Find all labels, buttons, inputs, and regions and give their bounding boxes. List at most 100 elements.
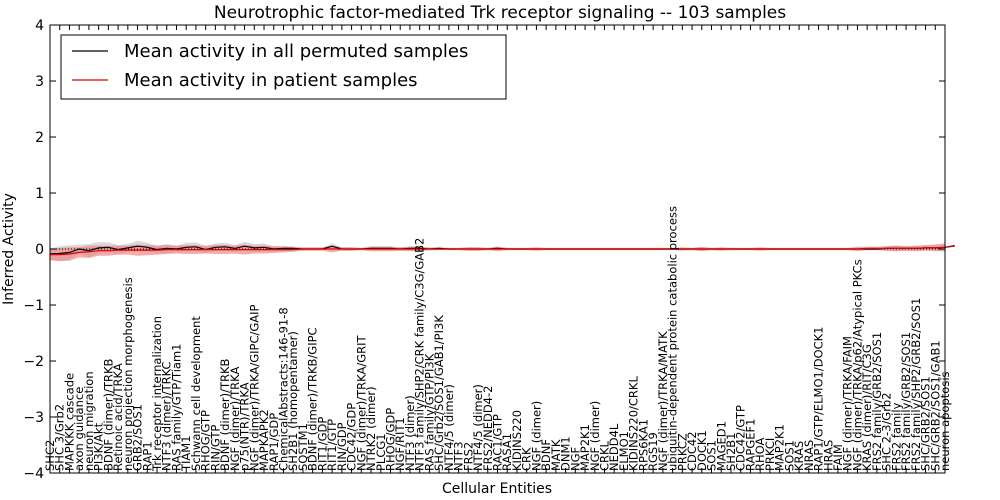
x-category-label: RIT1/GDP xyxy=(315,417,329,471)
x-category-label: PRKCZ xyxy=(675,433,689,471)
x-category-label: NRAS xyxy=(802,440,816,471)
x-category-label: HRAS xyxy=(821,440,835,471)
x-category-label: FAIM xyxy=(831,444,845,471)
x-category-label: SH2B1 (homopentamer) xyxy=(286,331,300,471)
x-category-label: RAP1 xyxy=(140,441,154,471)
series-lines xyxy=(49,245,955,256)
x-category-label: RAC1/GTP xyxy=(491,414,505,471)
x-category-label: RGS19 xyxy=(646,432,660,471)
x-category-label: MATK xyxy=(549,439,563,471)
y-tick-label: 4 xyxy=(35,18,44,34)
legend: Mean activity in all permuted samples Me… xyxy=(60,34,507,100)
x-category-label: MAPKKK cascade xyxy=(63,373,77,471)
x-category-label: NGF (dimer)/TRKA/FAIM xyxy=(841,336,855,471)
x-category-label: NEDD4L xyxy=(607,423,621,471)
x-category-label: FRS2 family/GRB2/SOS1 xyxy=(899,332,913,471)
plot-frame xyxy=(49,24,946,474)
x-category-label: KRAS (dimer)/RIT/C3G xyxy=(860,344,874,471)
x-category-label: SHC 3/Grb2 xyxy=(53,404,67,471)
x-category-label: RAP1/GDP xyxy=(267,413,281,471)
band-patient xyxy=(50,243,945,262)
x-category-label: NTF4/5 (dimer) xyxy=(442,384,456,471)
x-category-label: ChemicalAbstracts:146-91-8 xyxy=(277,307,291,471)
x-category-label: PLCG1 xyxy=(374,433,388,471)
x-category-label: MAPKAPK2 xyxy=(257,409,271,471)
x-category-label: SOS1 xyxy=(705,440,719,471)
x-category-label: axon guidance xyxy=(72,387,86,471)
x-category-label: SHC/GRB2/SOS1/GAB1 xyxy=(928,340,942,471)
x-category-label: FRS2 family xyxy=(889,402,903,471)
x-category-label: PI3K/Akt xyxy=(92,422,106,471)
x-category-label: RAS family/GTP/Tiam1 xyxy=(170,344,184,471)
x-category-label: NTF3 xyxy=(452,441,466,471)
x-category-label: SH2B1 xyxy=(724,433,738,471)
x-category-label: NGF/RIT1 xyxy=(393,417,407,471)
x-category-label: FRS2 family/SHP2/GRB2/SOS1 xyxy=(909,298,923,471)
x-category-label: p75(NTR)/TRKA xyxy=(238,382,252,471)
x-category-label: NGF (dimer)/TRKA xyxy=(228,367,242,471)
x-category-label: GRB2/SOS1 xyxy=(131,404,145,471)
x-category-label: RAPGEF1 xyxy=(743,419,757,471)
x-category-label: NGF (dimer)/TRKA/GIPC/GAIP xyxy=(247,304,261,471)
x-category-label: MAGED1 xyxy=(714,421,728,471)
y-tick-label: −4 xyxy=(23,466,44,482)
x-category-label: RIT1/GTP xyxy=(325,419,339,471)
y-tick-label: −1 xyxy=(23,298,44,314)
x-category-label: CDC42 xyxy=(685,431,699,471)
y-tick-label: −3 xyxy=(23,410,44,426)
x-category-label: SOS1 xyxy=(782,440,796,471)
x-category-label: FRS2 xyxy=(461,442,475,471)
x-category-label: PRKCI xyxy=(763,438,777,471)
x-category-label: ubiquitin-dependent protein catabolic pr… xyxy=(666,206,680,471)
x-category-label: NTF3 (dimer) xyxy=(403,395,417,471)
x-category-label: FRS2 family/GRB2/SOS1 xyxy=(870,332,884,471)
x-category-label: CRKL xyxy=(598,440,612,471)
y-axis-label: Inferred Activity xyxy=(1,193,17,305)
y-tick-label: 0 xyxy=(35,242,44,258)
chart-title: Neurotrophic factor-mediated Trk recepto… xyxy=(214,3,786,23)
x-category-label: NTF3 family/SHP2/CRK family/C3G/GAB2 xyxy=(413,238,427,471)
y-axis: −4 −3 −2 −1 0 1 2 3 4 xyxy=(23,18,945,482)
x-category-label: MAP2K1 xyxy=(773,424,787,471)
x-category-label: CDC42/GDP xyxy=(345,403,359,471)
x-category-label: NGF xyxy=(568,447,582,471)
x-axis-label: Cellular Entities xyxy=(442,481,552,497)
confidence-bands xyxy=(50,240,945,262)
x-category-label: BDNF (dimer)/TRKB/GIPC xyxy=(306,327,320,471)
x-category-label: MAP2K1 xyxy=(578,424,592,471)
legend-label-patient: Mean activity in patient samples xyxy=(124,70,418,91)
x-category-label: NGF (dimer) xyxy=(529,401,543,471)
x-category-label: BDNF (dimer)/TRKB xyxy=(101,358,115,471)
x-category-label: RHOA xyxy=(753,438,767,471)
x-category-label: CDC42/GTP xyxy=(734,405,748,471)
x-category-label: NGF (dimer)/TRKA/MATK xyxy=(656,331,670,471)
x-category-label: RHOG/GTP xyxy=(199,410,213,471)
x-category-label: KIDINS220 xyxy=(510,410,524,471)
y-tick-label: −2 xyxy=(23,354,44,370)
y-tick-label: 2 xyxy=(35,130,44,146)
x-category-label: DNM1 xyxy=(559,436,573,471)
x-category-label: NTF3 (dimer)/TRKC xyxy=(160,361,174,471)
y-tick-label: 3 xyxy=(35,74,44,90)
x-category-label: RPS6KA1 xyxy=(636,419,650,471)
x-category-label: KRAS xyxy=(792,441,806,471)
x-category-label: FRS2/NEDD4-2 xyxy=(481,386,495,471)
x-category-label: KIDINS220/CRKL xyxy=(627,376,641,471)
y-tick-label: 1 xyxy=(35,186,44,202)
x-category-label: RASA1 xyxy=(500,433,514,471)
x-category-label: CRK xyxy=(520,447,534,471)
x-category-label: TIAM1 xyxy=(179,435,193,472)
x-category-label: Schwann cell development xyxy=(189,316,203,471)
x-category-label: RAP1/GTP/ELMO1/DOCK1 xyxy=(812,327,826,472)
x-category-label: NGF (dimer)/TRKA/p62/Atypical PKCs xyxy=(850,259,864,471)
x-category-label: neuron projection morphogenesis xyxy=(121,277,135,471)
x-category-label: NTRK2 (dimer) xyxy=(364,386,378,471)
x-category-label: ELMO1 xyxy=(617,431,631,471)
x-category-label: SQSTM1 xyxy=(296,423,310,471)
x-category-label: SHC 2-3/Grb2 xyxy=(880,392,894,471)
x-category-label: SHC/Grb2/SOS1/GAB1/PI3K xyxy=(432,315,446,471)
x-category-label: RHOG/GDP xyxy=(384,408,398,471)
x-category-label: BDNF xyxy=(539,439,553,471)
